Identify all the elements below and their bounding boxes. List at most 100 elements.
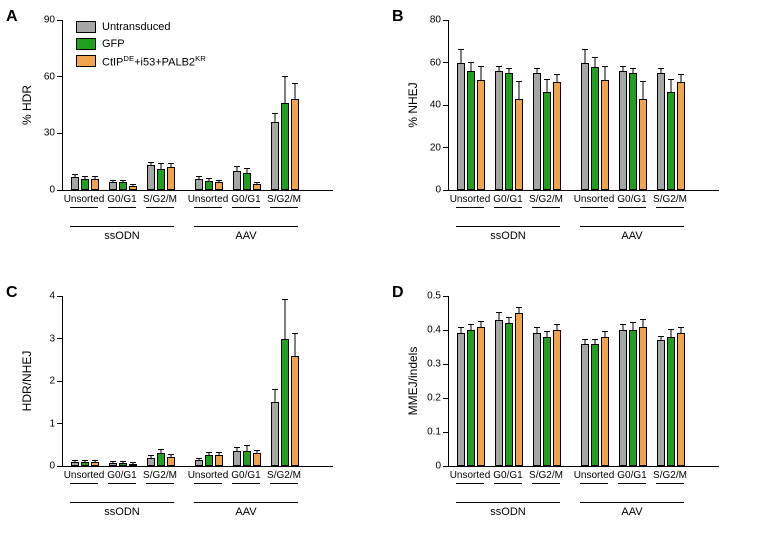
errorbar	[151, 163, 152, 166]
bar	[291, 356, 299, 467]
errorbar	[209, 453, 210, 455]
template-label: ssODN	[104, 506, 139, 518]
ytick	[57, 190, 63, 191]
bar	[119, 182, 127, 190]
errorbar-cap	[592, 339, 598, 340]
sort-label: Unsorted	[574, 470, 615, 481]
errorbar-cap	[244, 168, 250, 169]
sort-label: G0/G1	[493, 194, 522, 205]
errorbar-cap	[602, 66, 608, 67]
ytick-label: 3	[49, 333, 55, 344]
bar	[271, 402, 279, 466]
bar	[515, 313, 523, 466]
bar	[533, 333, 541, 466]
errorbar-cap	[82, 460, 88, 461]
errorbar-cap	[630, 68, 636, 69]
template-line	[70, 226, 174, 227]
bar	[195, 460, 203, 466]
bar	[109, 463, 117, 466]
ytick-label: 20	[430, 142, 441, 153]
errorbar	[161, 450, 162, 453]
bar	[543, 92, 551, 190]
errorbar-cap	[506, 317, 512, 318]
ytick	[57, 20, 63, 21]
legend-item: Untransduced	[76, 20, 206, 34]
panel-label-C: C	[6, 284, 18, 302]
errorbar	[585, 340, 586, 343]
errorbar	[595, 340, 596, 343]
sort-line	[580, 207, 608, 208]
errorbar-cap	[534, 68, 540, 69]
errorbar	[547, 332, 548, 337]
ytick	[443, 466, 449, 467]
sort-line	[456, 483, 484, 484]
errorbar	[209, 179, 210, 181]
template-line	[194, 502, 298, 503]
ylabel-B: % NHEJ	[406, 82, 420, 127]
bar	[147, 165, 155, 190]
ylabel-D: MMEJ/indels	[406, 347, 420, 416]
ytick	[443, 20, 449, 21]
errorbar	[95, 177, 96, 179]
bar	[457, 333, 465, 466]
sort-line	[146, 207, 174, 208]
template-line	[456, 226, 560, 227]
sort-label: Unsorted	[188, 194, 229, 205]
sort-label: G0/G1	[617, 470, 646, 481]
errorbar	[595, 58, 596, 67]
errorbar-cap	[658, 68, 664, 69]
errorbar	[605, 332, 606, 337]
bar	[233, 171, 241, 190]
bar	[253, 184, 261, 190]
bar	[233, 451, 241, 466]
legend-label: GFP	[102, 38, 125, 50]
errorbar-cap	[630, 322, 636, 323]
errorbar	[461, 50, 462, 63]
legend-swatch	[76, 38, 96, 50]
template-label: ssODN	[104, 230, 139, 242]
template-line	[456, 502, 560, 503]
errorbar-cap	[216, 452, 222, 453]
errorbar-cap	[206, 178, 212, 179]
sort-line	[580, 483, 608, 484]
errorbar-cap	[168, 454, 174, 455]
errorbar-cap	[516, 81, 522, 82]
errorbar-cap	[244, 445, 250, 446]
errorbar-cap	[148, 162, 154, 163]
ytick	[57, 338, 63, 339]
sort-label: G0/G1	[617, 194, 646, 205]
bar	[243, 173, 251, 190]
bar	[505, 323, 513, 466]
errorbar-cap	[72, 174, 78, 175]
ytick	[443, 432, 449, 433]
plot-D: 00.10.20.30.40.5MMEJ/indels	[448, 296, 719, 467]
errorbar-cap	[158, 449, 164, 450]
sort-label: G0/G1	[493, 470, 522, 481]
errorbar-cap	[640, 81, 646, 82]
legend-label: CtIPDE+i53+PALB2KR	[102, 54, 206, 69]
errorbar	[633, 69, 634, 73]
panel-label-D: D	[392, 284, 404, 302]
errorbar	[171, 455, 172, 457]
errorbar	[133, 463, 134, 464]
ytick-label: 0	[49, 461, 55, 472]
bar	[619, 71, 627, 190]
sort-label: Unsorted	[574, 194, 615, 205]
bar	[81, 462, 89, 466]
errorbar-cap	[292, 83, 298, 84]
errorbar-cap	[478, 321, 484, 322]
bar	[639, 99, 647, 190]
bar	[591, 67, 599, 190]
errorbar-cap	[272, 113, 278, 114]
sort-line	[656, 483, 684, 484]
errorbar	[95, 461, 96, 462]
sort-line	[232, 207, 260, 208]
errorbar	[75, 175, 76, 177]
errorbar-cap	[282, 299, 288, 300]
errorbar	[133, 185, 134, 186]
ytick-label: 4	[49, 291, 55, 302]
errorbar-cap	[678, 327, 684, 328]
template-label: ssODN	[490, 230, 525, 242]
errorbar-cap	[620, 66, 626, 67]
errorbar	[633, 323, 634, 330]
